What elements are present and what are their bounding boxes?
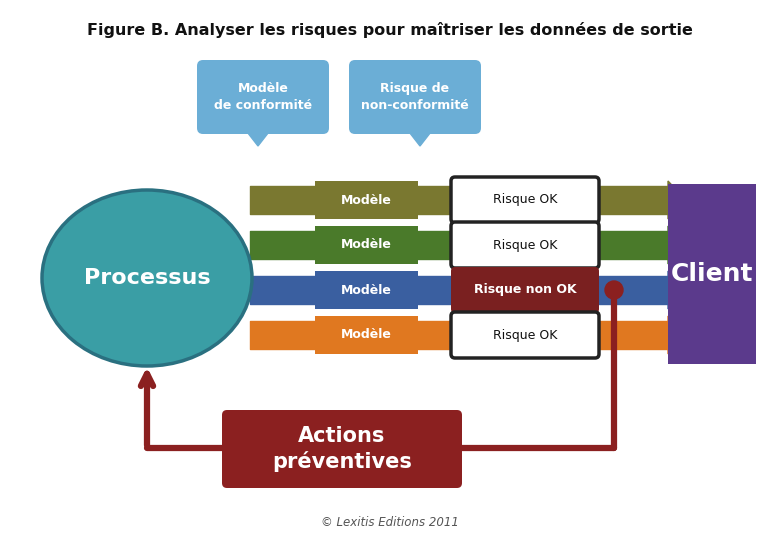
Polygon shape [668, 316, 686, 354]
FancyBboxPatch shape [349, 60, 481, 134]
Text: Processus: Processus [83, 268, 211, 288]
Text: Modèle: Modèle [341, 239, 392, 252]
Text: Risque OK: Risque OK [493, 328, 557, 341]
Text: Modèle: Modèle [341, 284, 392, 296]
Polygon shape [668, 181, 686, 219]
Text: Modèle
de conformité: Modèle de conformité [214, 82, 312, 112]
FancyBboxPatch shape [197, 60, 329, 134]
Ellipse shape [42, 190, 252, 366]
Text: © Lexitis Editions 2011: © Lexitis Editions 2011 [321, 516, 459, 530]
FancyBboxPatch shape [451, 267, 599, 313]
FancyBboxPatch shape [315, 181, 418, 219]
FancyBboxPatch shape [315, 271, 418, 309]
Text: Risque OK: Risque OK [493, 239, 557, 252]
Text: Client: Client [671, 262, 753, 286]
Text: Modèle: Modèle [341, 328, 392, 341]
FancyBboxPatch shape [451, 222, 599, 268]
Text: Actions
préventives: Actions préventives [272, 427, 412, 471]
Polygon shape [668, 226, 686, 264]
FancyBboxPatch shape [451, 312, 599, 358]
Text: Modèle: Modèle [341, 193, 392, 206]
FancyBboxPatch shape [451, 177, 599, 223]
Circle shape [605, 281, 623, 299]
Text: Risque OK: Risque OK [493, 193, 557, 206]
Text: Risque de
non-conformité: Risque de non-conformité [361, 82, 469, 112]
FancyBboxPatch shape [315, 316, 418, 354]
FancyBboxPatch shape [315, 226, 418, 264]
Polygon shape [244, 128, 272, 146]
Text: Figure B. Analyser les risques pour maîtriser les données de sortie: Figure B. Analyser les risques pour maît… [87, 22, 693, 38]
FancyBboxPatch shape [222, 410, 462, 488]
Polygon shape [668, 271, 686, 309]
Polygon shape [406, 128, 434, 146]
Text: Risque non OK: Risque non OK [473, 284, 576, 296]
FancyBboxPatch shape [668, 184, 756, 364]
